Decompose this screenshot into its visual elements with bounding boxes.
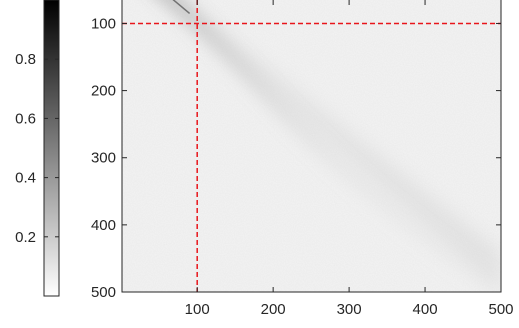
colorbar-gradient	[43, 0, 60, 297]
x-tick-label: 100	[185, 301, 210, 318]
diagonal-ridge	[167, 0, 501, 292]
colorbar-tick-label: 0.4	[15, 170, 36, 187]
x-tick-label: 400	[413, 301, 438, 318]
colorbar: 0.2 0.4 0.6 0.8	[15, 0, 60, 297]
colorbar-ticks: 0.2 0.4 0.6 0.8	[15, 51, 59, 246]
colorbar-tick-label: 0.2	[15, 229, 36, 246]
reference-lines	[122, 0, 501, 292]
y-axis: 100 200 300 400 500	[91, 15, 501, 301]
x-tick-label: 300	[337, 301, 362, 318]
x-tick-label: 200	[261, 301, 286, 318]
plot-area: 100 200 300 400 500 100 200 300 400 500	[91, 0, 514, 318]
colorbar-tick-label: 0.8	[15, 51, 36, 68]
diagonal-glow	[170, 0, 501, 292]
plot-frame	[121, 0, 502, 293]
y-tick-label: 200	[91, 83, 116, 100]
y-tick-label: 100	[91, 15, 116, 32]
heatmap-image	[122, 0, 501, 292]
y-tick-label: 300	[91, 150, 116, 167]
y-tick-label: 500	[91, 284, 116, 301]
x-tick-label: 500	[488, 301, 513, 318]
y-tick-label: 400	[91, 217, 116, 234]
diagonal-core	[172, 0, 191, 14]
colorbar-tick-label: 0.6	[15, 110, 36, 127]
x-axis: 100 200 300 400 500	[185, 0, 514, 318]
diagonal-band	[167, 0, 501, 292]
